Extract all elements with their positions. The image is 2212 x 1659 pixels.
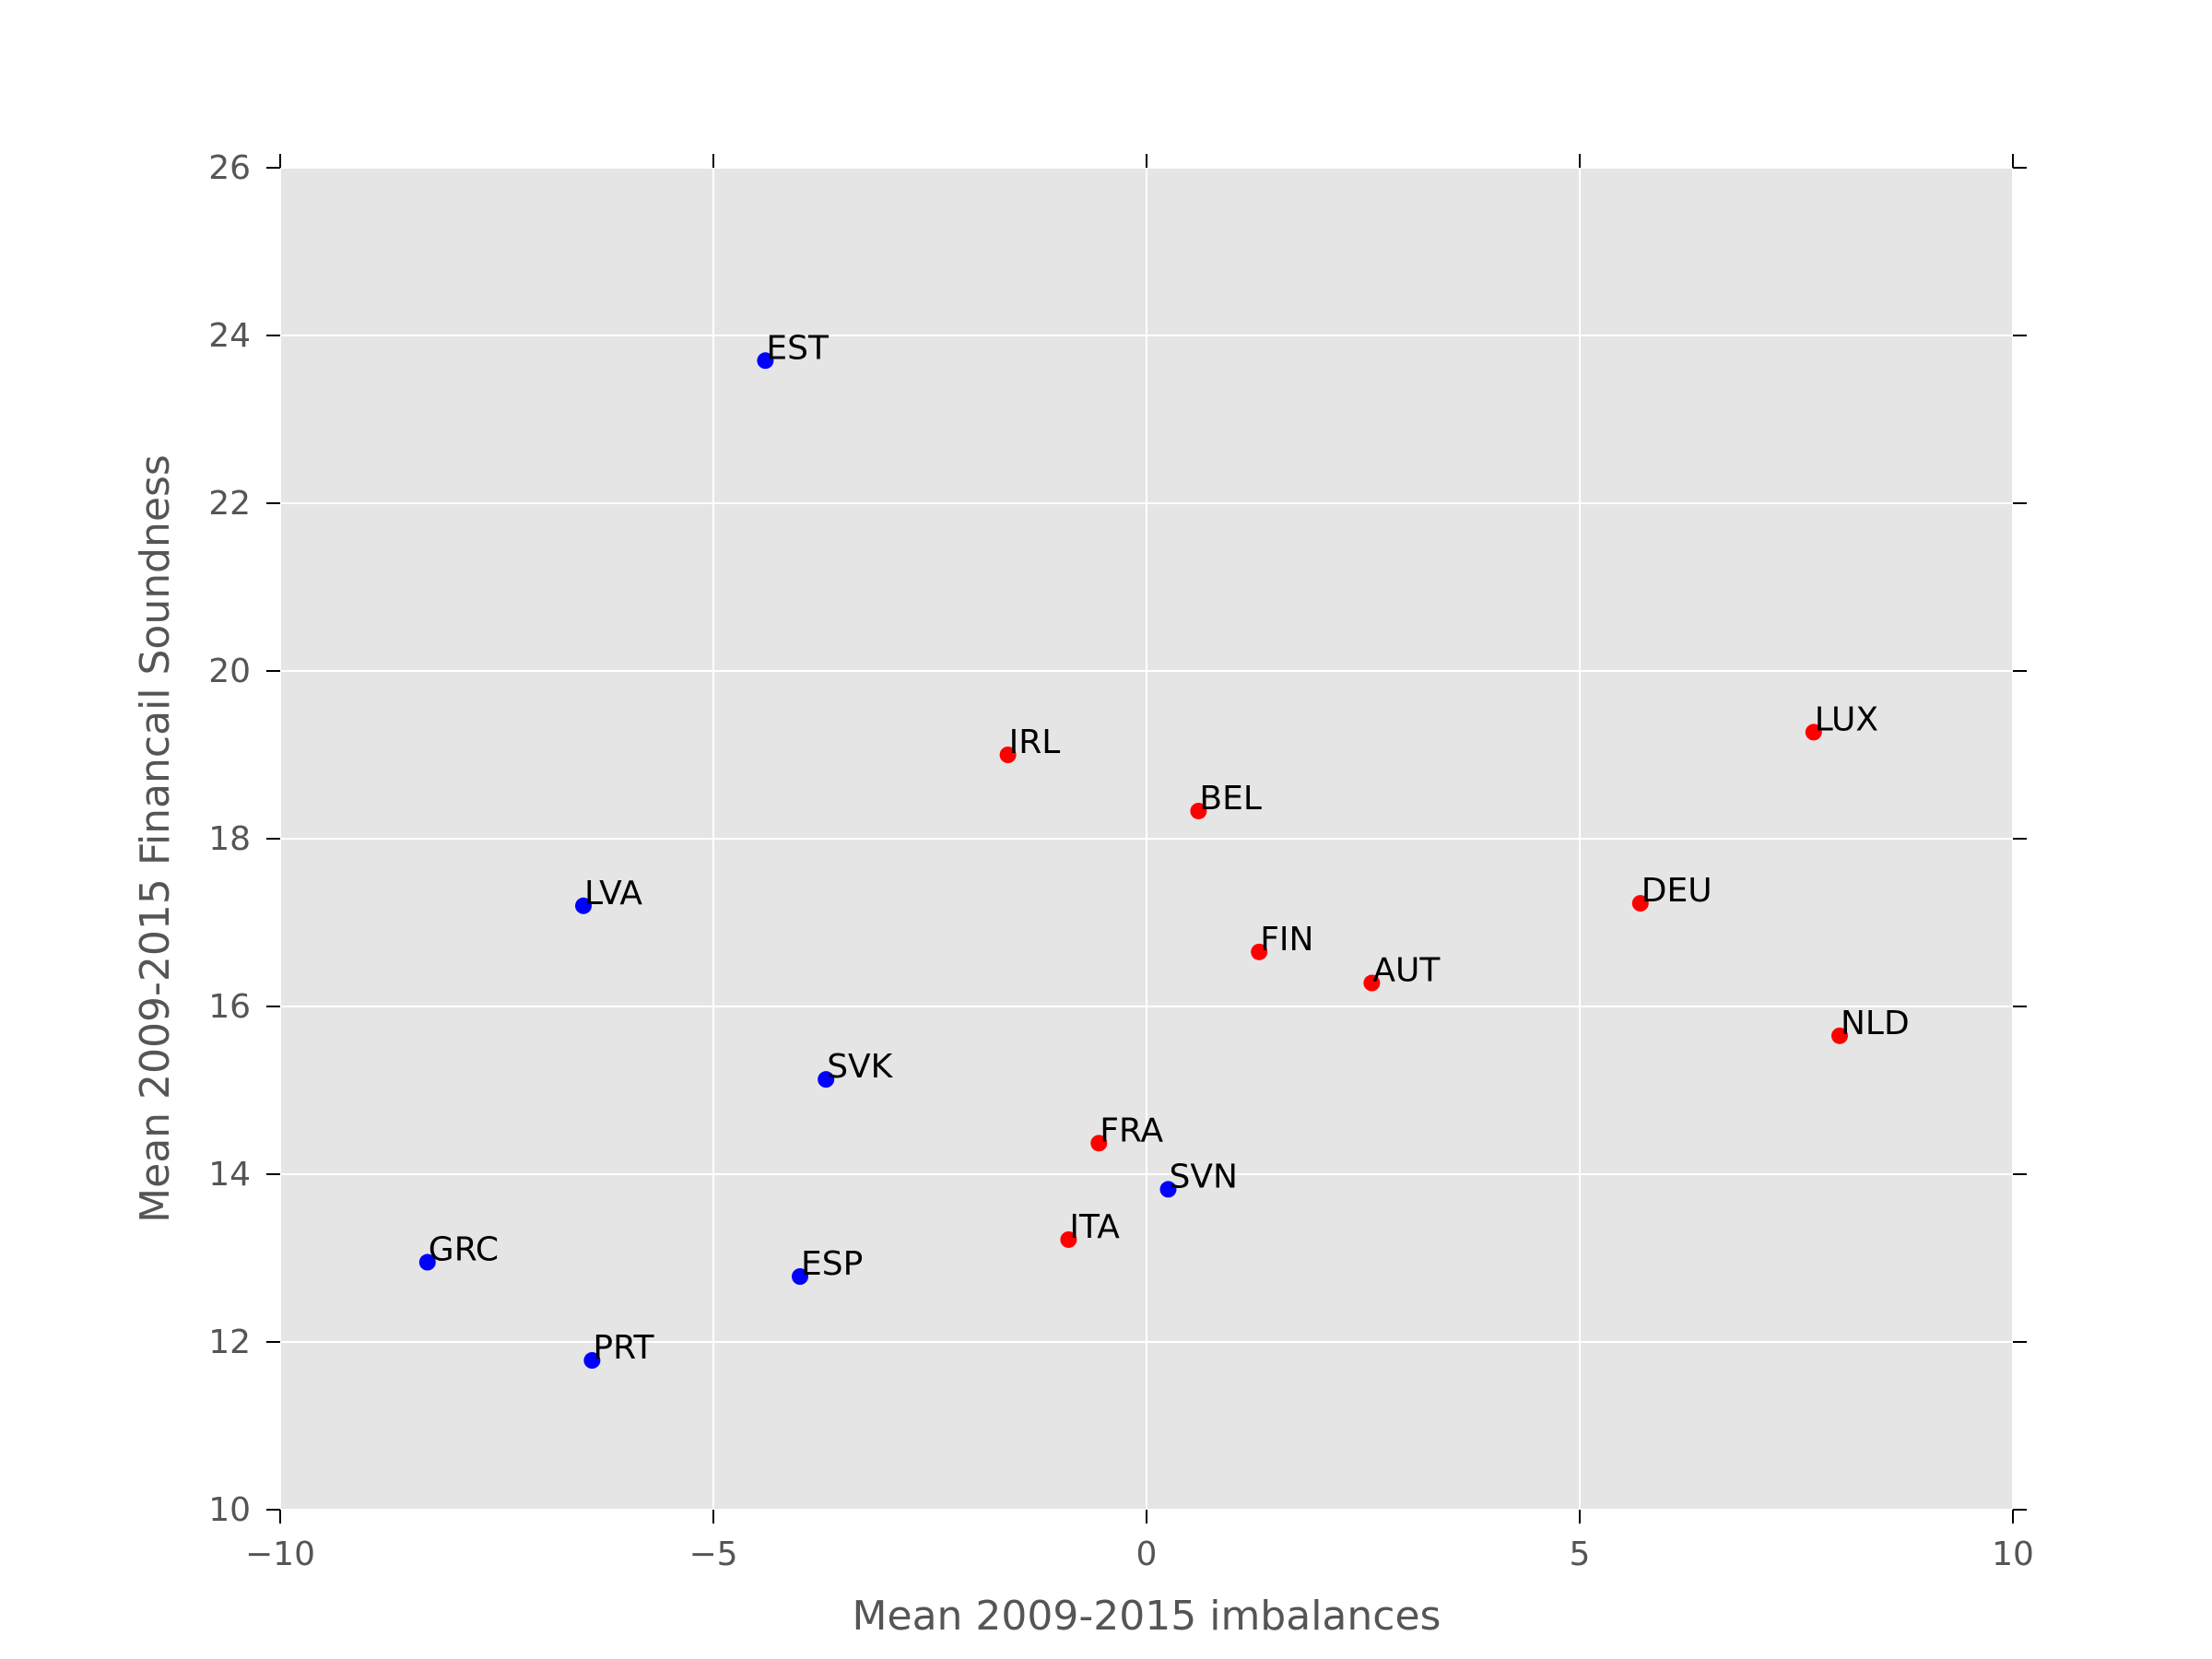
point-label: LUX — [1815, 700, 1878, 738]
tick-labels: −10 −5 0 5 10 10 12 14 16 18 20 22 24 26 — [208, 149, 2034, 1573]
point-marker — [1159, 1181, 1177, 1198]
point-marker — [1251, 943, 1268, 960]
y-tick-label: 24 — [208, 317, 251, 355]
point-nld: NLD — [1831, 1005, 1910, 1044]
point-label: BEL — [1199, 780, 1262, 818]
point-label: FRA — [1100, 1112, 1163, 1149]
point-deu: DEU — [1631, 872, 1712, 912]
point-esp: ESP — [792, 1245, 863, 1286]
point-prt: PRT — [583, 1329, 655, 1370]
point-fin: FIN — [1251, 921, 1313, 960]
y-tick-label: 26 — [208, 149, 251, 187]
point-svk: SVK — [818, 1048, 894, 1088]
point-est: EST — [757, 329, 830, 370]
x-tick-label: −5 — [688, 1535, 737, 1573]
point-label: GRC — [429, 1231, 499, 1269]
y-tick-label: 12 — [208, 1324, 251, 1361]
point-label: PRT — [593, 1329, 654, 1367]
point-ita: ITA — [1060, 1208, 1120, 1248]
point-marker — [1060, 1230, 1077, 1248]
y-tick-label: 14 — [208, 1156, 251, 1194]
point-marker — [1090, 1135, 1108, 1152]
point-marker — [583, 1352, 601, 1370]
point-marker — [999, 747, 1017, 763]
point-label: LVA — [584, 875, 642, 912]
x-tick-label: −10 — [245, 1535, 315, 1573]
point-marker — [1805, 724, 1822, 741]
point-label: DEU — [1641, 872, 1712, 910]
point-lva: LVA — [575, 875, 642, 914]
point-marker — [757, 352, 774, 370]
point-label: SVK — [827, 1048, 893, 1086]
point-label: IRL — [1009, 724, 1061, 761]
point-label: SVN — [1170, 1158, 1238, 1195]
point-bel: BEL — [1190, 780, 1262, 819]
point-marker — [1831, 1027, 1848, 1044]
point-label: ESP — [801, 1245, 863, 1283]
y-tick-label: 22 — [208, 485, 251, 523]
x-tick-label: 10 — [1992, 1535, 2034, 1573]
point-marker — [818, 1071, 835, 1088]
point-marker — [575, 897, 592, 914]
x-tick-label: 0 — [1136, 1535, 1158, 1573]
point-marker — [1631, 895, 1649, 912]
y-tick-label: 10 — [208, 1491, 251, 1529]
point-irl: IRL — [999, 724, 1061, 763]
point-marker — [792, 1268, 808, 1286]
axis-ticks — [266, 154, 2027, 1524]
point-label: AUT — [1372, 952, 1441, 990]
point-label: ITA — [1069, 1208, 1120, 1246]
point-marker — [1363, 974, 1381, 992]
y-tick-label: 16 — [208, 988, 251, 1026]
y-tick-label: 20 — [208, 653, 251, 690]
y-tick-label: 18 — [208, 820, 251, 858]
point-lux: LUX — [1805, 700, 1878, 741]
point-svn: SVN — [1159, 1158, 1238, 1198]
point-fra: FRA — [1090, 1112, 1164, 1152]
point-marker — [1190, 802, 1207, 819]
point-marker — [418, 1253, 436, 1271]
point-aut: AUT — [1363, 952, 1441, 992]
y-axis-label: Mean 2009-2015 Financail Soundness — [132, 454, 179, 1223]
point-grc: GRC — [418, 1231, 499, 1271]
x-tick-label: 5 — [1570, 1535, 1591, 1573]
point-label: NLD — [1841, 1005, 1910, 1042]
point-label: FIN — [1260, 921, 1313, 959]
x-axis-label: Mean 2009-2015 imbalances — [853, 1593, 1441, 1640]
point-label: EST — [766, 329, 830, 367]
